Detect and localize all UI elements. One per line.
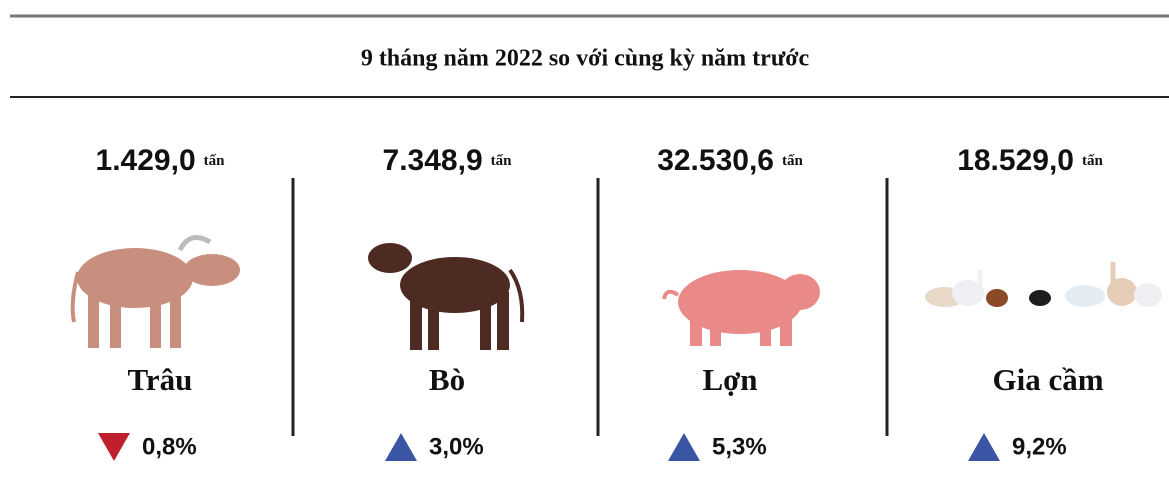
animal-name: Gia cầm	[992, 362, 1103, 397]
pig-icon	[664, 270, 820, 346]
animal-name: Trâu	[128, 362, 193, 397]
animal-name: Bò	[429, 362, 465, 397]
poultry-icon	[925, 262, 1162, 307]
animal-name: Lợn	[702, 362, 757, 397]
amount-unit: tấn	[1082, 153, 1103, 169]
change: 9,2%	[1012, 433, 1067, 460]
change: 3,0%	[429, 433, 484, 460]
change: 0,8%	[142, 433, 197, 460]
trend-arrow	[385, 433, 417, 461]
amount: 18.529,0 tấn	[957, 144, 1103, 177]
trend-arrow	[98, 433, 130, 461]
amount: 1.429,0 tấn	[96, 144, 226, 177]
amount-value: 1.429,0	[96, 144, 196, 177]
page: {"header": {"title": "9 tháng năm 2022 s…	[0, 0, 1169, 499]
amount-unit: tấn	[782, 153, 803, 169]
amount: 32.530,6 tấn	[657, 144, 803, 177]
amount-unit: tấn	[491, 153, 512, 169]
amount: 7.348,9 tấn	[383, 144, 513, 177]
amount-value: 18.529,0	[957, 144, 1074, 177]
infographic: 9 tháng năm 2022 so với cùng kỳ năm trướ…	[0, 0, 1169, 499]
amount-value: 32.530,6	[657, 144, 774, 177]
change: 5,3%	[712, 433, 767, 460]
amount-unit: tấn	[204, 153, 225, 169]
trend-arrow	[968, 433, 1000, 461]
buffalo-icon	[73, 238, 240, 349]
trend-arrow	[668, 433, 700, 461]
header-title: 9 tháng năm 2022 so với cùng kỳ năm trướ…	[361, 46, 810, 72]
amount-value: 7.348,9	[383, 144, 483, 177]
cow-icon	[368, 243, 522, 350]
